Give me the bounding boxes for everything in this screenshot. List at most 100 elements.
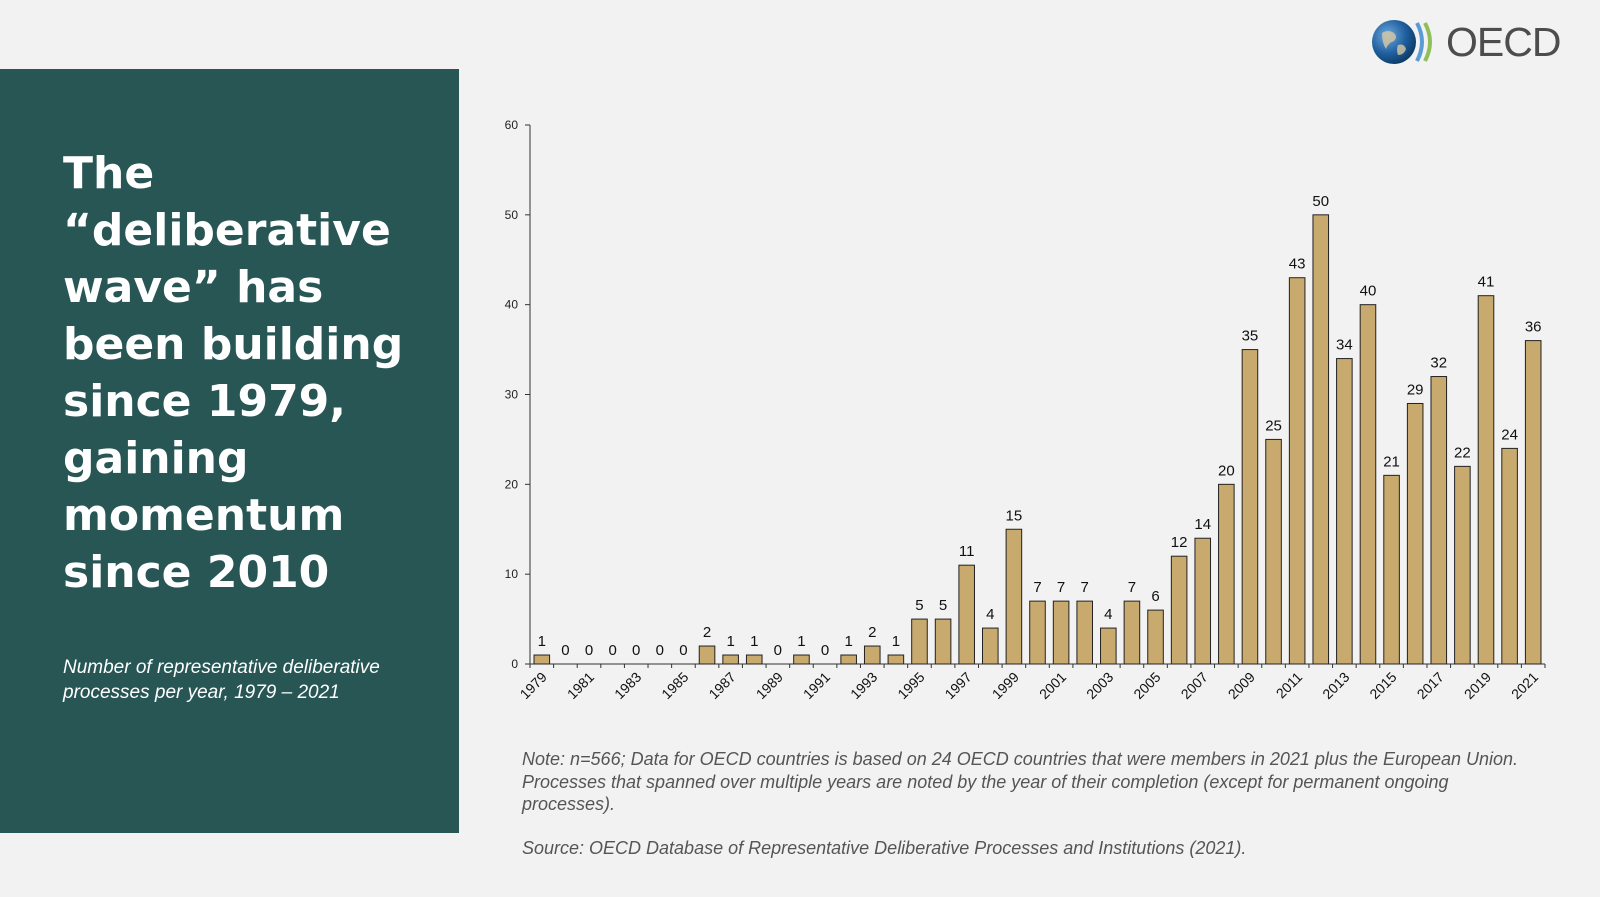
bar-2011 [1288,277,1306,665]
x-tick-label: 2011 [1273,669,1306,702]
bar-2018 [1454,465,1471,665]
data-label-1994: 1 [892,633,900,650]
bar-2003 [1100,627,1117,665]
x-tick-label: 1987 [705,669,738,702]
y-tick-label: 20 [505,477,519,491]
y-tick-label: 30 [505,388,519,402]
oecd-logo: OECD [1370,17,1570,69]
bar-2001 [1052,600,1070,665]
x-tick-label: 2003 [1083,669,1116,702]
data-label-1982: 0 [608,642,616,659]
data-label-1997: 11 [959,543,975,560]
bar-2021 [1524,340,1542,665]
x-tick-label: 1989 [753,669,786,702]
data-label-2009: 35 [1242,328,1259,345]
data-label-2019: 41 [1478,274,1495,291]
data-label-2000: 7 [1033,579,1041,596]
data-label-2007: 14 [1194,516,1211,533]
bar-1987 [722,654,739,665]
data-label-2016: 29 [1407,381,1424,398]
x-tick-label: 1997 [941,669,974,702]
bar-2014 [1359,304,1377,665]
bar-1996 [934,618,952,665]
y-tick-label: 10 [505,567,519,581]
oecd-logo-text: OECD [1446,19,1561,65]
headline: The “deliberative wave” has been buildin… [63,148,404,598]
bar-1995 [911,618,928,665]
bar-2016 [1406,402,1424,665]
x-tick-label: 1983 [611,669,644,702]
bar-2013 [1336,358,1353,665]
data-label-2004: 7 [1128,579,1136,596]
y-tick-label: 50 [505,208,519,222]
y-axis: 0 10 20 30 40 50 60 [505,118,531,671]
bars [533,214,1542,665]
y-tick-label: 0 [511,657,518,671]
data-label-1996: 5 [939,597,947,614]
bar-1999 [1005,528,1023,665]
data-label-1985: 0 [679,642,687,659]
bar-2019 [1477,295,1495,665]
bar-1997 [958,564,975,665]
data-label-1986: 2 [703,624,711,641]
data-label-2013: 34 [1336,337,1353,354]
x-tick-label: 2013 [1319,669,1352,702]
data-label-1981: 0 [585,642,593,659]
bar-2009 [1241,349,1259,665]
bar-2008 [1218,483,1235,665]
title-panel [0,69,459,833]
data-label-1993: 2 [868,624,876,641]
data-label-1995: 5 [915,597,923,614]
bar-2010 [1265,438,1282,665]
data-label-1990: 1 [797,633,805,650]
data-label-2001: 7 [1057,579,1065,596]
x-tick-label: 1985 [658,669,691,702]
x-tick-label: 1999 [989,669,1022,702]
globe-icon [1372,20,1432,64]
data-label-2020: 24 [1501,426,1518,443]
data-label-1984: 0 [656,642,664,659]
data-label-2002: 7 [1081,579,1089,596]
data-label-1998: 4 [986,606,994,623]
bar-2017 [1430,376,1448,665]
data-label-2011: 43 [1289,256,1306,273]
data-label-2006: 12 [1171,534,1188,551]
data-label-1991: 0 [821,642,829,659]
bar-1994 [887,654,905,665]
data-label-2017: 32 [1430,355,1447,372]
data-label-2021: 36 [1525,319,1542,336]
bar-1990 [793,654,810,665]
x-tick-label: 2017 [1414,669,1447,702]
x-tick-label: 2007 [1178,669,1211,702]
x-tick-label: 2001 [1036,669,1069,702]
x-tick-label: 2005 [1130,669,1163,702]
bar-1988 [745,654,763,665]
x-tick-label: 1979 [517,669,550,702]
x-tick-label: 1981 [564,669,597,702]
bar-2015 [1383,474,1400,665]
data-label-1989: 0 [774,642,782,659]
data-label-2003: 4 [1104,606,1112,623]
x-axis: 1979 1981 1983 1985 1987 1989 1991 1993 1995 1997… [517,663,1546,702]
data-label-1979: 1 [538,633,546,650]
bar-1986 [698,645,716,665]
data-label-2005: 6 [1151,588,1159,605]
chart-source: Source: OECD Database of Representative … [522,838,1247,858]
data-label-2014: 40 [1360,283,1377,300]
data-label-2008: 20 [1218,462,1235,479]
x-tick-label: 2015 [1366,669,1399,702]
chart-note: Note: n=566; Data for OECD countries is … [522,749,1519,814]
bar-2002 [1076,600,1093,665]
bar-2012 [1312,214,1330,665]
x-tick-label: 1993 [847,669,880,702]
chart-subtitle: Number of representative deliberative pr… [63,657,380,703]
y-tick-label: 40 [505,298,519,312]
bar-1993 [863,645,881,665]
x-tick-label: 2009 [1225,669,1258,702]
data-label-1988: 1 [750,633,758,650]
data-label-1980: 0 [561,642,569,659]
bar-2007 [1194,537,1212,665]
bar-1998 [982,627,999,665]
